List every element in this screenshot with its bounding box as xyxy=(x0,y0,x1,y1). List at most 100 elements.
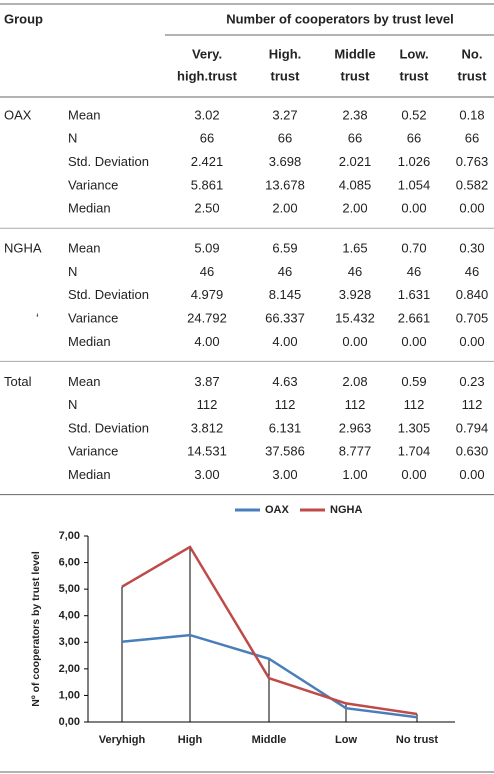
stat-label: N xyxy=(68,131,77,146)
cell: 0.763 xyxy=(456,154,489,169)
column-header: trust xyxy=(271,68,301,83)
line xyxy=(121,545,418,716)
cell: 0.794 xyxy=(456,420,489,435)
cell: 0.52 xyxy=(401,107,426,122)
y-axis-title: Nº of cooperators by trust level xyxy=(30,551,42,707)
cell: 3.00 xyxy=(272,467,297,482)
stat-label: Median xyxy=(68,201,111,216)
stat-label: Median xyxy=(68,334,111,349)
cell: 4.00 xyxy=(272,334,297,349)
cell: 0.582 xyxy=(456,177,489,192)
stat-label: Median xyxy=(68,467,111,482)
cell: 0.840 xyxy=(456,287,489,302)
column-header: High. xyxy=(269,46,302,61)
cell: 46 xyxy=(465,264,479,279)
cell: 15.432 xyxy=(335,311,375,326)
cell: 1.631 xyxy=(398,287,431,302)
cell: 0.30 xyxy=(459,241,484,256)
cell: 8.777 xyxy=(339,444,372,459)
cell: 3.928 xyxy=(339,287,372,302)
cell: 66.337 xyxy=(265,311,305,326)
y-tick-label: 4,00 xyxy=(59,610,80,622)
cell: 0.00 xyxy=(459,467,484,482)
cell: 2.421 xyxy=(191,154,224,169)
cell: 8.145 xyxy=(269,287,302,302)
cell: 1.054 xyxy=(398,177,431,192)
column-header: Middle xyxy=(334,46,375,61)
y-tick-label: 1,00 xyxy=(59,689,80,701)
x-tick-label: Veryhigh xyxy=(99,734,146,746)
cell: 66 xyxy=(278,131,292,146)
cell: 0.23 xyxy=(459,374,484,389)
cell: 4.979 xyxy=(191,287,224,302)
span-header: Number of cooperators by trust level xyxy=(226,11,454,26)
cell: 4.00 xyxy=(194,334,219,349)
cell: 1.704 xyxy=(398,444,431,459)
cell: 0.00 xyxy=(342,334,367,349)
stat-label: Mean xyxy=(68,107,101,122)
column-header: trust xyxy=(458,68,488,83)
cell: 46 xyxy=(278,264,292,279)
legend-label: OAX xyxy=(265,504,290,516)
cell: 2.963 xyxy=(339,420,372,435)
cell: 2.50 xyxy=(194,201,219,216)
y-tick-label: 2,00 xyxy=(59,663,80,675)
stat-label: Mean xyxy=(68,374,101,389)
cell: 3.27 xyxy=(272,107,297,122)
x-tick-label: Middle xyxy=(252,734,287,746)
cell: 0.59 xyxy=(401,374,426,389)
cell: 0.705 xyxy=(456,311,489,326)
cell: 112 xyxy=(275,397,296,412)
column-header: trust xyxy=(400,68,430,83)
cell: 2.021 xyxy=(339,154,372,169)
cell: 4.085 xyxy=(339,177,372,192)
x-tick-label: High xyxy=(178,734,203,746)
cell: 0.00 xyxy=(401,201,426,216)
cell: 1.026 xyxy=(398,154,431,169)
group-label: OAX xyxy=(4,107,32,122)
cell: 3.812 xyxy=(191,420,224,435)
cell: 13.678 xyxy=(265,177,305,192)
cell: 1.00 xyxy=(342,467,367,482)
y-tick-label: 6,00 xyxy=(59,556,80,568)
cell: 24.792 xyxy=(187,311,227,326)
cell: 2.00 xyxy=(342,201,367,216)
column-header: Low. xyxy=(399,46,428,61)
y-tick-label: 0,00 xyxy=(59,716,80,728)
x-tick-label: Low xyxy=(335,734,357,746)
column-header: Very. xyxy=(192,46,222,61)
note: ‘ xyxy=(36,311,39,326)
cell: 5.09 xyxy=(194,241,219,256)
cell: 112 xyxy=(462,397,483,412)
x-tick-label: No trust xyxy=(396,734,439,746)
cell: 112 xyxy=(404,397,425,412)
cell: 4.63 xyxy=(272,374,297,389)
cell: 66 xyxy=(348,131,362,146)
stat-label: Mean xyxy=(68,241,101,256)
stat-label: Std. Deviation xyxy=(68,154,149,169)
cell: 0.00 xyxy=(401,334,426,349)
legend-label: NGHA xyxy=(330,504,362,516)
cell: 2.00 xyxy=(272,201,297,216)
cell: 2.661 xyxy=(398,311,431,326)
stat-label: N xyxy=(68,397,77,412)
stat-label: Std. Deviation xyxy=(68,287,149,302)
cell: 3.698 xyxy=(269,154,302,169)
cell: 3.00 xyxy=(194,467,219,482)
cell: 1.305 xyxy=(398,420,431,435)
cell: 3.87 xyxy=(194,374,219,389)
cell: 2.38 xyxy=(342,107,367,122)
stat-label: N xyxy=(68,264,77,279)
cell: 2.08 xyxy=(342,374,367,389)
cell: 66 xyxy=(407,131,421,146)
stat-label: Std. Deviation xyxy=(68,420,149,435)
cell: 0.00 xyxy=(459,334,484,349)
cell: 66 xyxy=(465,131,479,146)
stat-label: Variance xyxy=(68,311,118,326)
cell: 0.00 xyxy=(401,467,426,482)
cell: 0.70 xyxy=(401,241,426,256)
cell: 112 xyxy=(345,397,366,412)
group-header: Group xyxy=(4,11,43,26)
cell: 5.861 xyxy=(191,177,224,192)
